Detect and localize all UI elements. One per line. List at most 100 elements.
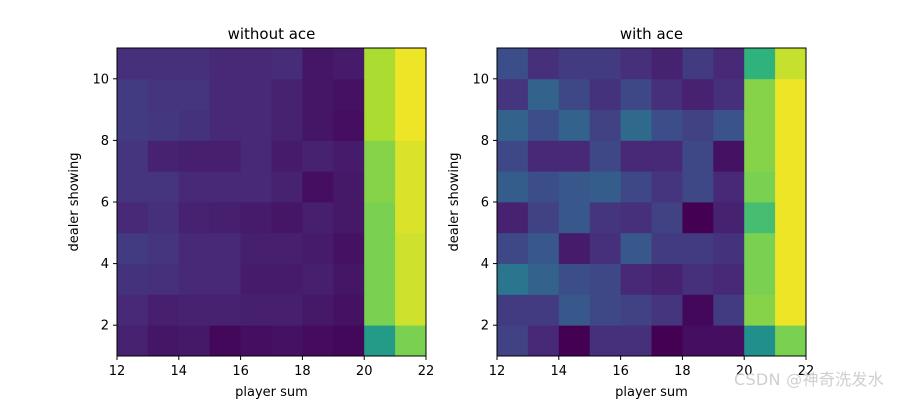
heatmap-cell — [682, 263, 714, 295]
y-tick-label: 4 — [101, 257, 109, 272]
heatmap-cell — [271, 78, 303, 110]
heatmap-cell — [620, 78, 652, 110]
heatmap-cell — [395, 232, 427, 264]
heatmap-cell — [333, 109, 365, 141]
heatmap-cell — [589, 325, 621, 357]
heatmap-cell — [240, 171, 272, 203]
heatmap-cell — [775, 171, 807, 203]
heatmap-cell — [744, 78, 776, 110]
heatmap-cell — [527, 202, 560, 234]
heatmap-cell — [620, 263, 652, 295]
heatmap-cell — [744, 48, 776, 80]
heatmap-cell — [271, 202, 303, 234]
heatmap-cell — [589, 48, 621, 80]
x-tick-label: 20 — [736, 364, 753, 379]
y-tick-label: 8 — [101, 134, 109, 149]
heatmap-cell — [527, 294, 560, 326]
heatmap-cell — [589, 109, 621, 141]
heatmap-cell — [178, 294, 211, 326]
heatmap-cell — [651, 109, 683, 141]
heatmap-cell — [620, 294, 652, 326]
heatmap-cell — [558, 202, 591, 234]
heatmap-cell — [333, 171, 365, 203]
x-axis-label: player sum — [615, 385, 688, 400]
heatmap-cell — [333, 140, 365, 172]
heatmap-cell — [302, 171, 334, 203]
x-tick-label: 14 — [551, 364, 568, 379]
heatmap-cell — [651, 263, 683, 295]
heatmap-cell — [209, 202, 241, 234]
heatmap-cell — [209, 171, 241, 203]
heatmap-cell — [713, 78, 745, 110]
heatmap-cell — [775, 294, 807, 326]
heatmap-cell — [527, 325, 560, 357]
heatmap-cell — [147, 232, 180, 264]
heatmap-cell — [209, 263, 241, 295]
heatmap-cell — [240, 78, 272, 110]
heatmap-cell — [775, 78, 807, 110]
heatmap-cell — [713, 263, 745, 295]
heatmap-cell — [271, 263, 303, 295]
heatmap-cell — [117, 48, 149, 80]
heatmap-cell — [682, 109, 714, 141]
heatmap-cell — [302, 232, 334, 264]
heatmap-cell — [651, 140, 683, 172]
heatmap-cell — [620, 140, 652, 172]
y-tick-label: 10 — [92, 72, 109, 87]
heatmap-cell — [713, 140, 745, 172]
heatmap-cell — [775, 109, 807, 141]
heatmap-cell — [271, 48, 303, 80]
heatmap-cell — [744, 325, 776, 357]
heatmap-cell — [589, 202, 621, 234]
heatmap-cell — [558, 109, 591, 141]
heatmap-cell — [775, 325, 807, 357]
heatmap-cell — [333, 78, 365, 110]
heatmap-cell — [364, 202, 396, 234]
heatmap-cell — [713, 48, 745, 80]
y-tick-label: 2 — [481, 319, 489, 334]
heatmap-cell — [589, 171, 621, 203]
heatmap-cell — [178, 202, 211, 234]
heatmap-cell — [240, 263, 272, 295]
heatmap-cell — [395, 325, 427, 357]
heatmap-cell — [333, 202, 365, 234]
heatmap-cell — [147, 325, 180, 357]
heatmap-cell — [620, 171, 652, 203]
heatmap-cell — [178, 48, 211, 80]
x-tick-label: 12 — [109, 364, 126, 379]
heatmap-cell — [497, 140, 529, 172]
heatmap-cell — [302, 140, 334, 172]
heatmap-cell — [240, 232, 272, 264]
heatmap-cell — [209, 232, 241, 264]
heatmap-cell — [209, 325, 241, 357]
heatmap-cell — [589, 78, 621, 110]
heatmap-cell — [527, 263, 560, 295]
heatmap-cell — [117, 78, 149, 110]
heatmap-cell — [147, 294, 180, 326]
heatmap-cell — [713, 294, 745, 326]
heatmap-cell — [775, 263, 807, 295]
heatmap-cell — [744, 232, 776, 264]
heatmap-cell — [744, 109, 776, 141]
y-tick-label: 2 — [101, 319, 109, 334]
heatmap-cell — [713, 232, 745, 264]
y-tick-label: 6 — [101, 196, 109, 211]
heatmap-cell — [527, 48, 560, 80]
x-tick-label: 18 — [294, 364, 311, 379]
heatmap-cell — [682, 325, 714, 357]
heatmap-cell — [713, 202, 745, 234]
heatmap-cell — [744, 294, 776, 326]
heatmap-cell — [178, 263, 211, 295]
heatmap-cell — [240, 48, 272, 80]
heatmap-cell — [395, 48, 427, 80]
heatmap-cell — [589, 294, 621, 326]
heatmap-cell — [682, 140, 714, 172]
heatmap-cell — [364, 109, 396, 141]
heatmap-cell — [558, 263, 591, 295]
heatmap-cell — [713, 325, 745, 357]
heatmap-cell — [558, 48, 591, 80]
x-tick-label: 20 — [356, 364, 373, 379]
heatmap-cell — [271, 140, 303, 172]
heatmap-cell — [364, 140, 396, 172]
heatmap-cell — [333, 232, 365, 264]
